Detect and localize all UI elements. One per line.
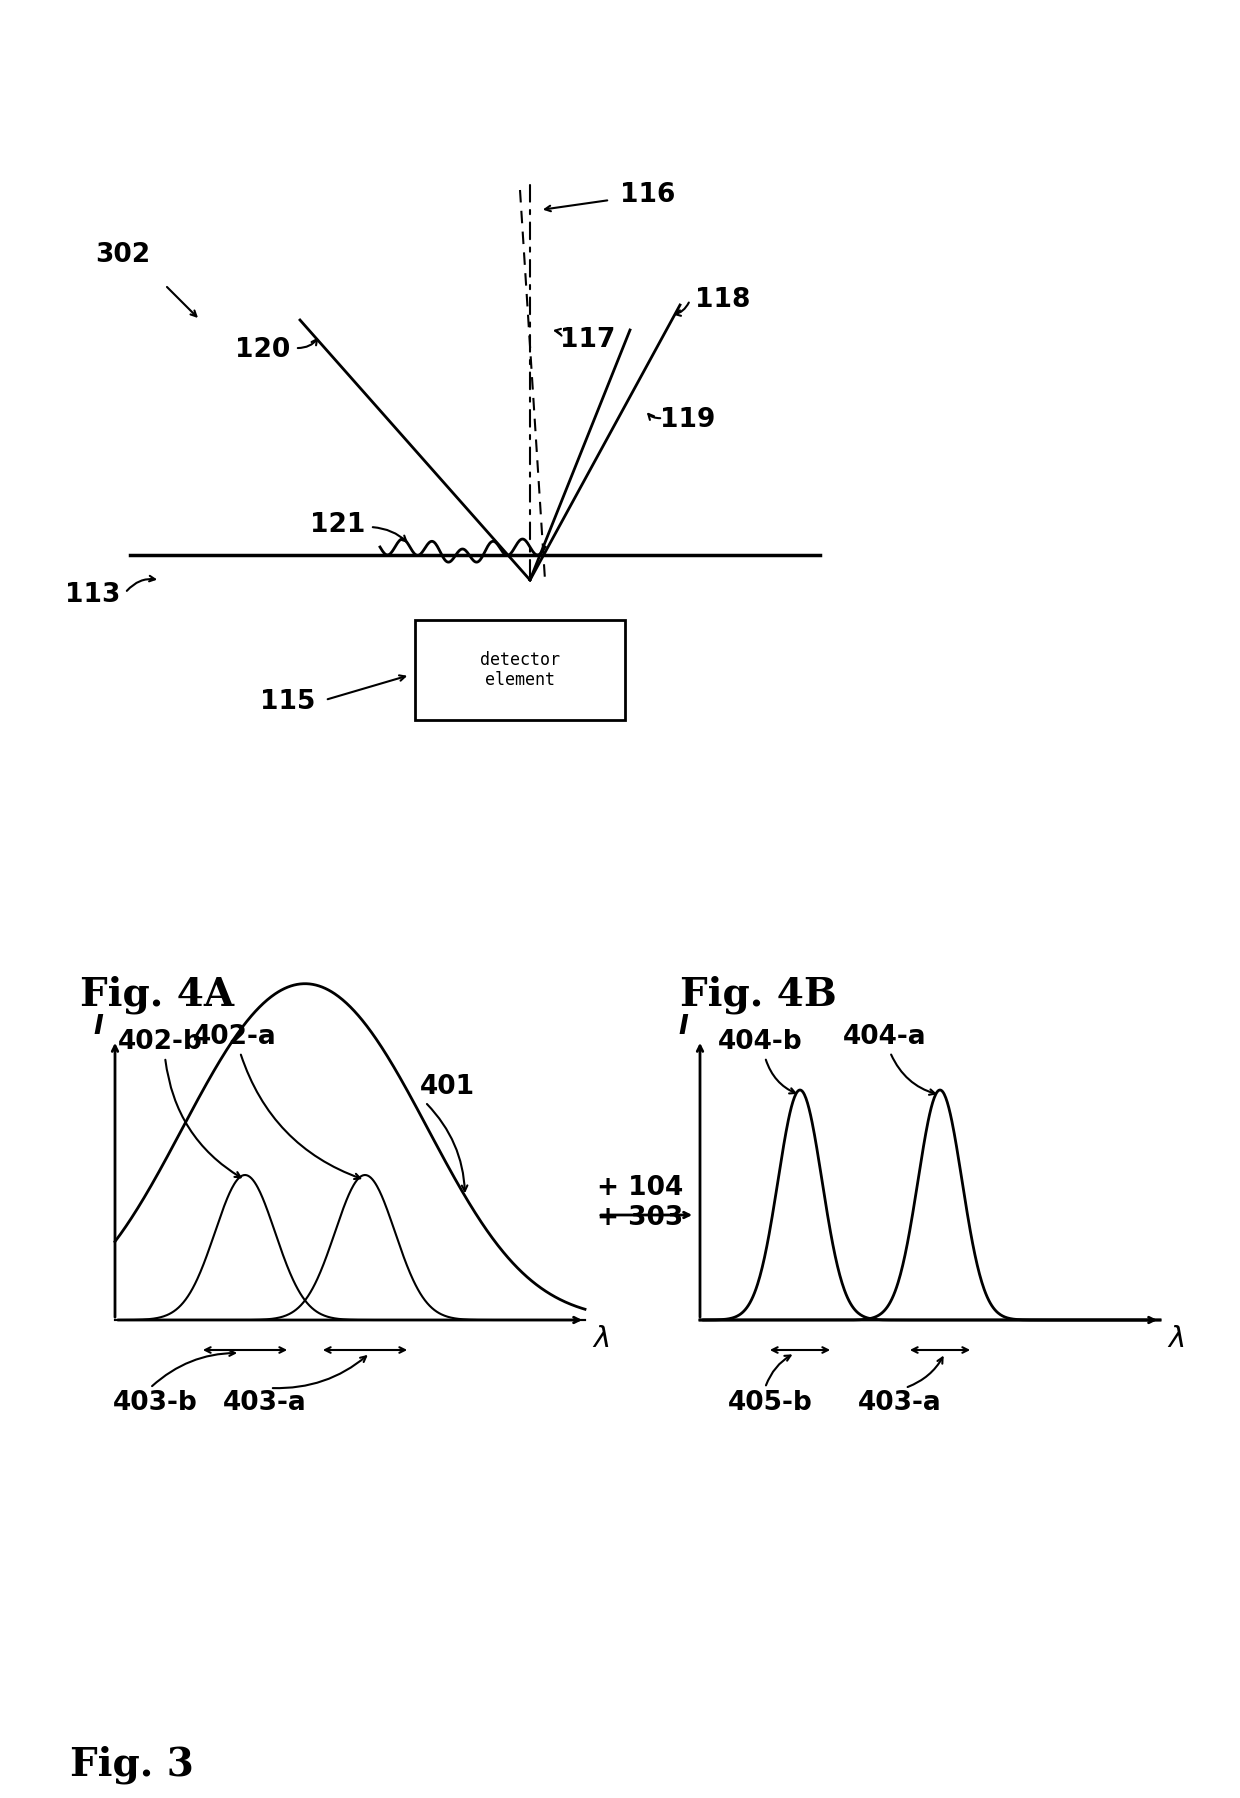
Text: 121: 121 xyxy=(310,512,365,538)
Text: I: I xyxy=(93,1014,103,1039)
Text: 403-a: 403-a xyxy=(223,1390,306,1417)
Text: 116: 116 xyxy=(620,182,676,209)
Text: λ: λ xyxy=(1168,1325,1185,1354)
Text: 403-b: 403-b xyxy=(113,1390,197,1417)
Text: 302: 302 xyxy=(95,243,150,268)
Text: 402-a: 402-a xyxy=(193,1025,277,1050)
Text: λ: λ xyxy=(593,1325,610,1354)
Bar xyxy=(415,620,625,719)
Text: 120: 120 xyxy=(234,336,290,363)
Text: + 104
+ 303: + 104 + 303 xyxy=(596,1176,683,1232)
Text: I: I xyxy=(678,1014,688,1039)
Text: 119: 119 xyxy=(660,406,715,433)
Text: 401: 401 xyxy=(420,1073,475,1100)
Text: 118: 118 xyxy=(694,288,750,313)
Text: 117: 117 xyxy=(560,327,615,352)
Text: 403-a: 403-a xyxy=(858,1390,942,1417)
Text: 113: 113 xyxy=(64,583,120,608)
Text: Fig. 4A: Fig. 4A xyxy=(81,975,234,1014)
Text: detector
element: detector element xyxy=(480,651,560,689)
Text: 404-a: 404-a xyxy=(843,1025,926,1050)
Text: 404-b: 404-b xyxy=(718,1028,802,1055)
Text: Fig. 3: Fig. 3 xyxy=(69,1746,193,1784)
Text: 405-b: 405-b xyxy=(728,1390,812,1417)
Text: 115: 115 xyxy=(259,689,315,716)
Text: Fig. 4B: Fig. 4B xyxy=(680,975,837,1014)
Text: 402-b: 402-b xyxy=(118,1028,202,1055)
